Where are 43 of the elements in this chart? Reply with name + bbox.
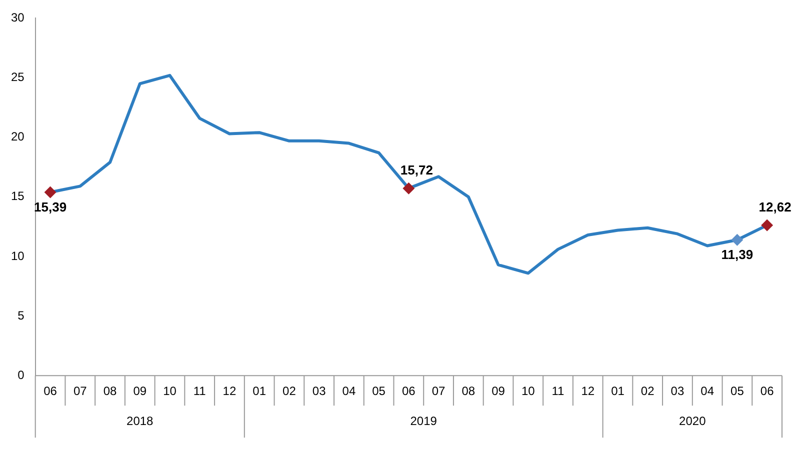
y-tick-label: 20 (10, 130, 25, 144)
x-tick-label: 04 (700, 384, 714, 398)
x-tick-label: 01 (611, 384, 625, 398)
x-tick-label: 05 (372, 384, 386, 398)
point (761, 219, 774, 232)
y-tick-label: 15 (10, 189, 25, 204)
x-tick-label: 07 (73, 384, 88, 398)
y-tick-label: 5 (18, 308, 25, 322)
y-tick-label: 25 (10, 70, 25, 84)
data-label: 12,62 (758, 199, 792, 214)
x-tick-label: 04 (342, 384, 356, 398)
x-tick-label: 07 (432, 384, 446, 398)
point (731, 234, 744, 246)
y-tick-label: 10 (10, 248, 25, 263)
x-tick-label: 11 (193, 384, 206, 398)
x-tick-label: 08 (462, 384, 476, 398)
x-tick-label: 11 (552, 384, 565, 398)
x-tick-label: 12 (581, 384, 595, 398)
x-tick-label: 02 (640, 384, 655, 398)
point (402, 182, 415, 194)
x-tick-label: 03 (312, 384, 326, 398)
y-tick-label: 30 (10, 10, 25, 25)
point (44, 186, 56, 198)
x-tick-label: 05 (730, 384, 744, 398)
x-tick-label: 08 (103, 384, 118, 398)
text: 2020 (679, 414, 706, 428)
x-tick-label: 03 (670, 384, 684, 398)
x-tick-label: 06 (760, 384, 774, 398)
text: 2018 (126, 414, 154, 428)
x-tick-label: 06 (402, 384, 416, 398)
x-tick-label: 06 (44, 384, 58, 398)
x-tick-label: 09 (133, 384, 147, 398)
data-label: 11,39 (721, 246, 754, 262)
text: 2019 (410, 414, 438, 428)
x-tick-label: 10 (163, 384, 177, 398)
data-label: 15,39 (34, 199, 67, 214)
x-tick-label: 01 (252, 384, 266, 398)
data-label: 15,72 (400, 162, 433, 178)
x-tick-label: 12 (222, 384, 236, 398)
x-tick-label: 02 (282, 384, 296, 398)
x-tick-label: 09 (492, 384, 506, 398)
y-tick-label: 0 (18, 368, 25, 382)
x-tick-label: 10 (521, 384, 536, 398)
